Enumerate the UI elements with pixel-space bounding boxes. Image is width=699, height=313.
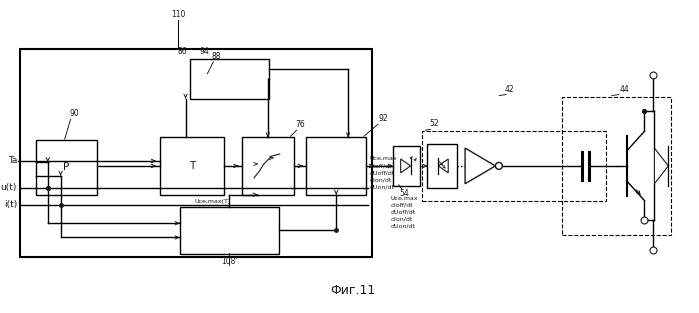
- Bar: [422, 131, 606, 201]
- Circle shape: [496, 162, 503, 169]
- Bar: [306, 137, 366, 195]
- Text: 52: 52: [430, 119, 439, 128]
- Polygon shape: [654, 148, 668, 184]
- Text: 94: 94: [199, 47, 209, 56]
- Bar: [20, 49, 372, 257]
- Text: Uce,max(T): Uce,max(T): [194, 199, 231, 204]
- Text: Uce,max
dIoff/dt
dUoff/dt
dIon/dt
dUon/dt: Uce,max dIoff/dt dUoff/dt dIon/dt dUon/d…: [391, 196, 419, 229]
- Text: 90: 90: [70, 109, 80, 118]
- Text: 44: 44: [620, 85, 630, 94]
- Text: 86: 86: [178, 47, 187, 56]
- Text: T: T: [189, 161, 195, 171]
- Text: Фиг.11: Фиг.11: [331, 284, 375, 297]
- Bar: [393, 146, 421, 186]
- Text: i(t): i(t): [3, 200, 17, 209]
- Text: 110: 110: [171, 10, 185, 19]
- Text: 42: 42: [505, 85, 514, 94]
- Bar: [36, 140, 97, 195]
- Text: 76: 76: [296, 120, 305, 129]
- Text: 88: 88: [211, 52, 221, 61]
- Bar: [180, 207, 279, 254]
- Bar: [427, 144, 457, 188]
- Text: u(t): u(t): [1, 183, 17, 192]
- Bar: [189, 59, 269, 99]
- Text: Ta: Ta: [8, 156, 17, 166]
- Text: 92: 92: [379, 114, 389, 123]
- Bar: [242, 137, 294, 195]
- Text: Uce,max
dIoff/dt
dUoff/dt
dIon/dt
dUon/dt: Uce,max dIoff/dt dUoff/dt dIon/dt dUon/d…: [370, 156, 398, 189]
- Polygon shape: [465, 148, 496, 184]
- Bar: [562, 96, 671, 235]
- Text: 108': 108': [221, 257, 238, 266]
- Text: P: P: [64, 162, 70, 172]
- Text: 54: 54: [400, 189, 410, 198]
- Bar: [160, 137, 224, 195]
